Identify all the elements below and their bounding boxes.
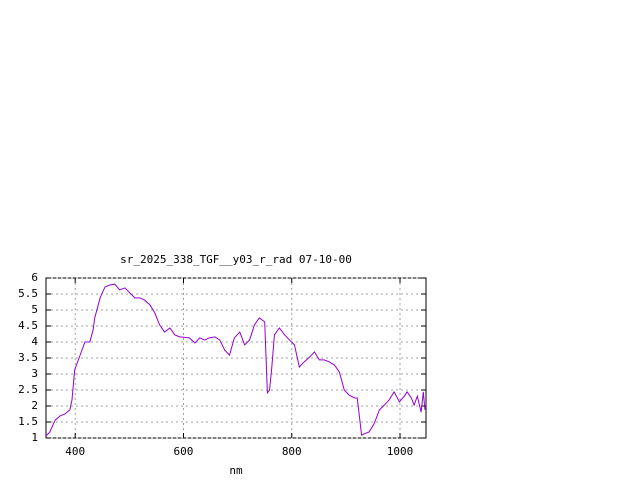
data-line [45, 283, 426, 437]
y-tick-label: 2.5 [18, 383, 38, 396]
y-tick-label: 1.5 [18, 415, 38, 428]
y-tick-label: 1 [31, 431, 38, 444]
y-tick-label: 4.5 [18, 319, 38, 332]
y-tick-label: 6 [31, 271, 38, 284]
x-tick-label: 400 [65, 445, 85, 458]
y-tick-label: 4 [31, 335, 38, 348]
y-tick-label: 5.5 [18, 287, 38, 300]
y-tick-label: 5 [31, 303, 38, 316]
chart-title: sr_2025_338_TGF__y03_r_rad 07-10-00 [120, 253, 352, 266]
x-axis-label: nm [229, 464, 243, 477]
x-tick-label: 600 [174, 445, 194, 458]
x-tick-label: 800 [282, 445, 302, 458]
x-tick-label: 1000 [387, 445, 414, 458]
y-tick-label: 3 [31, 367, 38, 380]
y-tick-label: 3.5 [18, 351, 38, 364]
y-tick-label: 2 [31, 399, 38, 412]
